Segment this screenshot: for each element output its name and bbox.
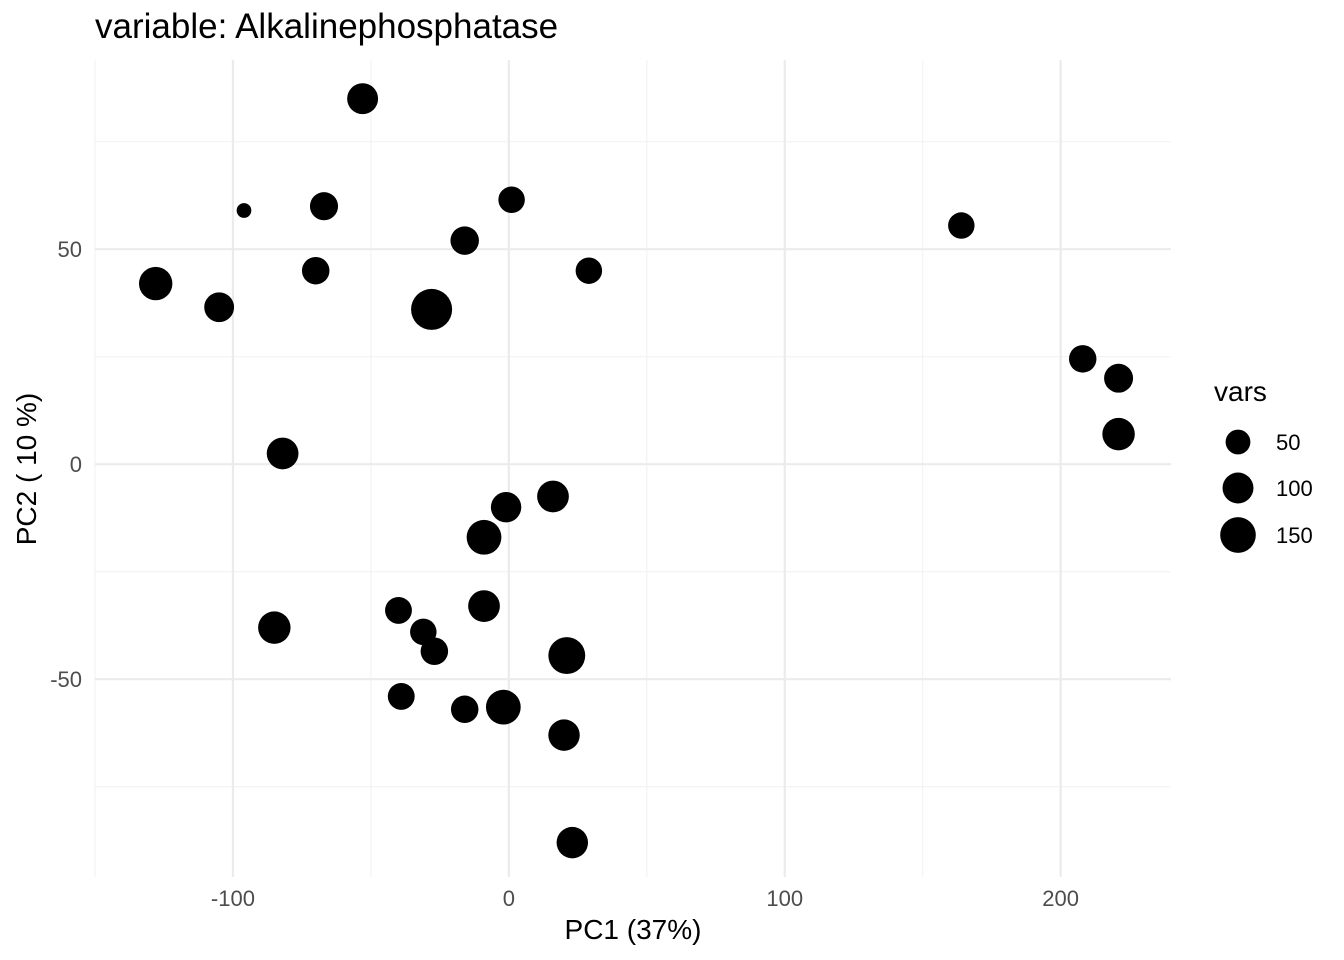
data-point — [498, 186, 525, 213]
data-point — [1102, 417, 1135, 451]
data-point — [450, 695, 479, 724]
x-tick-label: 100 — [766, 886, 803, 911]
data-point — [301, 256, 330, 285]
data-point — [490, 491, 522, 523]
data-point — [387, 682, 415, 710]
data-point — [236, 203, 252, 218]
data-point — [347, 83, 379, 115]
data-point — [420, 637, 449, 666]
data-point — [309, 192, 339, 221]
data-point — [258, 611, 291, 644]
y-tick-labels: -50 0 50 — [50, 237, 82, 692]
y-axis-title: PC2 ( 10 %) — [11, 393, 42, 546]
y-tick-label: 0 — [70, 452, 82, 477]
x-axis-title: PC1 (37%) — [565, 914, 702, 945]
data-point — [537, 480, 569, 513]
data-point — [468, 590, 500, 622]
legend-label: 150 — [1276, 523, 1313, 548]
data-point — [556, 826, 589, 859]
data-point — [1104, 363, 1134, 393]
data-point — [450, 226, 479, 255]
data-point — [138, 266, 173, 301]
points — [138, 83, 1135, 859]
legend-key — [1220, 517, 1256, 553]
data-point — [548, 719, 580, 751]
legend-label: 50 — [1276, 430, 1300, 455]
legend-label: 100 — [1276, 476, 1313, 501]
legend: vars 50 100 150 — [1214, 376, 1313, 553]
data-point — [1068, 345, 1097, 373]
data-point — [204, 292, 235, 323]
data-point — [385, 596, 412, 624]
x-tick-label: -100 — [211, 886, 255, 911]
data-point — [948, 212, 975, 239]
data-point — [485, 689, 521, 725]
x-tick-label: 0 — [503, 886, 515, 911]
data-point — [411, 288, 453, 330]
legend-key — [1222, 472, 1254, 504]
x-tick-labels: -100 0 100 200 — [211, 886, 1079, 911]
grid — [94, 60, 1171, 877]
chart-title: variable: Alkalinephosphatase — [95, 7, 558, 46]
x-tick-label: 200 — [1042, 886, 1079, 911]
y-tick-label: -50 — [50, 667, 82, 692]
legend-title: vars — [1214, 376, 1267, 407]
data-point — [266, 437, 299, 470]
data-point — [466, 519, 502, 555]
data-point — [575, 257, 603, 284]
legend-key — [1225, 429, 1251, 455]
data-point — [548, 637, 586, 674]
y-tick-label: 50 — [58, 237, 82, 262]
